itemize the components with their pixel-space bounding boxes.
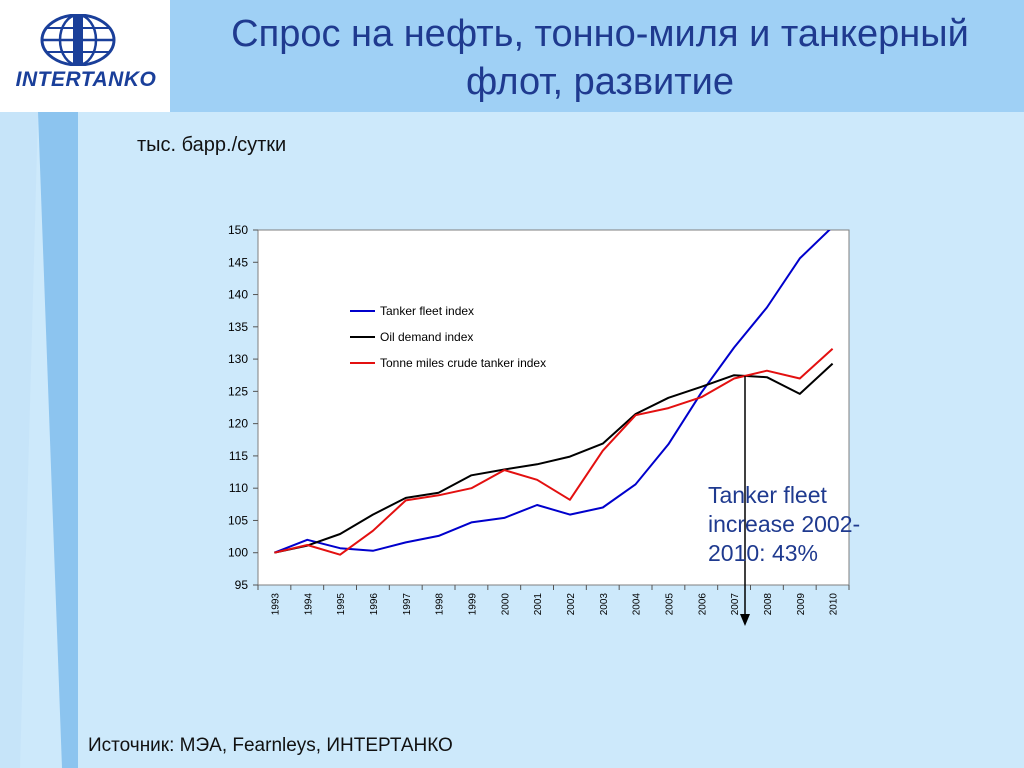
x-tick-label: 2001 (533, 593, 544, 616)
x-tick-label: 2002 (566, 593, 577, 616)
legend-box (342, 296, 592, 378)
annotation-line-3: 2010: 43% (708, 540, 818, 566)
x-tick-label: 1994 (303, 593, 314, 616)
annotation-line-2: increase 2002- (708, 511, 861, 537)
logo-text: INTERTANKO (15, 68, 157, 91)
x-tick-label: 2010 (829, 593, 840, 616)
x-tick-label: 2000 (500, 593, 511, 616)
unit-label: тыс. барр./сутки (137, 134, 287, 156)
y-axis: 95 100 105 110 115 120 125 130 135 140 145 150 (228, 223, 258, 592)
y-tick-label: 150 (228, 223, 248, 237)
series-line-1 (274, 230, 831, 554)
x-tick-label: 1996 (369, 593, 380, 616)
y-tick-label: 115 (229, 449, 248, 463)
annotation-line-1: Tanker fleet (708, 482, 827, 508)
x-axis: 1993 1994 1995 1996 1997 1998 1999 2000 2001 2002… (257, 585, 850, 616)
y-tick-label: 130 (228, 352, 248, 366)
y-tick-label: 110 (229, 481, 248, 495)
title-line-1: Спрос на нефть, тонно-миля и танкерный (231, 13, 969, 55)
x-tick-label: 1998 (435, 593, 446, 616)
series-group (274, 230, 834, 556)
x-tick-label: 2005 (664, 593, 675, 616)
legend-label: Tanker fleet index (380, 304, 474, 318)
header-bar (0, 0, 1024, 112)
x-tick-label: 2007 (730, 593, 741, 616)
series-line-2 (274, 362, 834, 554)
x-tick-label: 1993 (270, 593, 281, 616)
legend: Tanker fleet index Oil demand index Tonne … (342, 296, 592, 378)
x-tick-label: 1995 (336, 593, 347, 616)
slide-title: Спрос на нефть, тонно-миля и танкерный ф… (190, 10, 1010, 106)
source-note: Источник: МЭА, Fearnleys, ИНТЕРТАНКО (88, 735, 453, 756)
y-tick-label: 120 (228, 417, 248, 431)
series-line-3 (274, 348, 834, 556)
x-tick-label: 2003 (599, 593, 610, 616)
y-tick-label: 95 (235, 578, 249, 592)
y-tick-label: 100 (228, 546, 248, 560)
annotation-arrow (740, 376, 750, 626)
x-tick-label: 2008 (763, 593, 774, 616)
plot-area (257, 229, 850, 586)
x-tick-label: 2009 (796, 593, 807, 616)
annotation-text: Tanker fleet increase 2002- 2010: 43% (708, 481, 908, 568)
x-tick-label: 2006 (697, 593, 708, 616)
y-tick-label: 105 (228, 513, 248, 527)
globe-icon (40, 14, 116, 66)
legend-label: Oil demand index (380, 330, 473, 344)
x-tick-label: 1999 (467, 593, 478, 616)
y-tick-label: 125 (228, 384, 248, 398)
title-line-2: флот, развитие (465, 61, 735, 103)
x-tick-label: 2004 (632, 593, 643, 616)
logo: INTERTANKO (0, 0, 170, 112)
y-tick-label: 140 (228, 288, 248, 302)
x-tick-label: 1997 (402, 593, 413, 616)
y-tick-label: 135 (228, 320, 248, 334)
y-tick-label: 145 (228, 255, 248, 269)
legend-label: Tonne miles crude tanker index (380, 356, 546, 370)
